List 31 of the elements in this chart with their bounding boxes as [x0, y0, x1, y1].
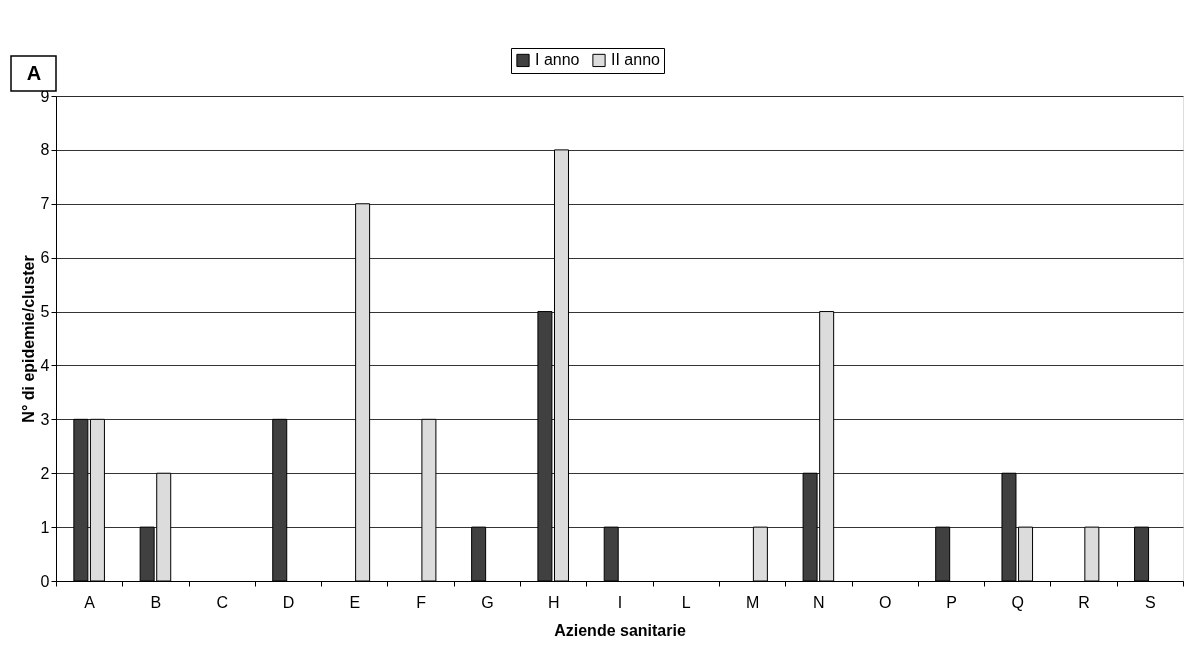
x-tick-label: F — [416, 593, 427, 611]
x-axis-title: Aziende sanitarie — [554, 621, 686, 639]
y-axis-title: N° di epidemie/cluster — [19, 255, 37, 423]
x-tick-label: N — [813, 593, 825, 611]
x-tick-label: L — [681, 593, 691, 611]
x-tick-label: C — [216, 593, 229, 611]
y-tick-label: 8 — [40, 141, 50, 159]
x-tick-label: A — [84, 593, 96, 611]
x-tick-label: O — [878, 593, 892, 611]
y-tick-label: 1 — [40, 518, 50, 536]
x-tick-label: B — [150, 593, 162, 611]
x-tick-label: P — [946, 593, 957, 611]
legend-label: I anno — [535, 51, 580, 69]
x-tick-label: G — [481, 593, 494, 611]
y-tick-label: 6 — [40, 249, 50, 267]
text: A — [26, 62, 42, 84]
y-tick-label: 7 — [40, 195, 50, 213]
y-tick-label: 5 — [40, 303, 50, 321]
x-tick-label: I — [617, 593, 623, 611]
x-tick-label: H — [547, 593, 560, 611]
x-tick-label: M — [745, 593, 760, 611]
y-tick-label: 2 — [40, 464, 50, 482]
y-tick-label: 3 — [40, 410, 50, 428]
legend-label: II anno — [611, 51, 661, 69]
y-tick-label: 4 — [40, 356, 50, 374]
y-tick-label: 0 — [40, 572, 50, 590]
x-tick-label: S — [1145, 593, 1156, 611]
x-tick-label: D — [282, 593, 295, 611]
x-tick-label: Q — [1011, 593, 1024, 611]
x-tick-label: E — [349, 593, 361, 611]
x-tick-label: R — [1078, 593, 1090, 611]
